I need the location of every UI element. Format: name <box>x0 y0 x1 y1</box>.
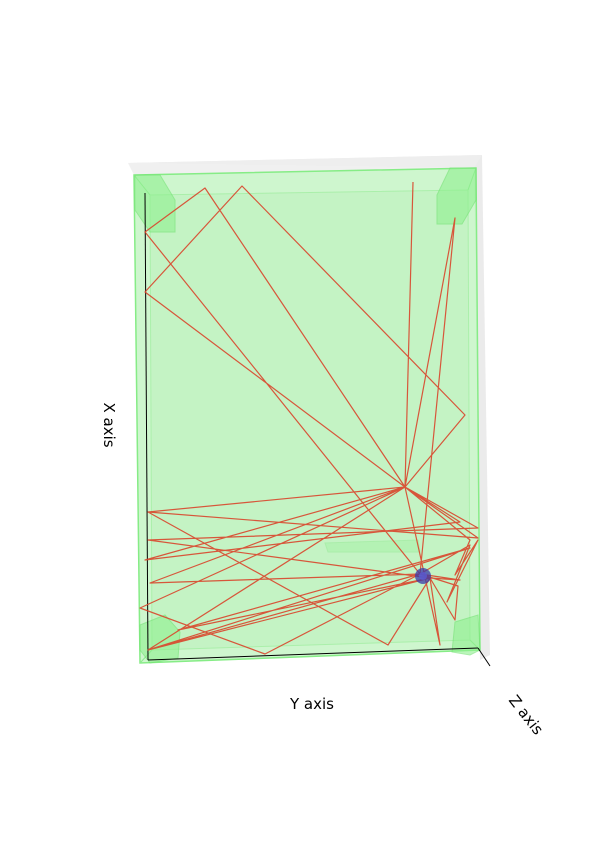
x-axis-label: X axis <box>100 402 118 447</box>
y-axis-line <box>147 647 479 661</box>
corner-block-top-right <box>436 167 477 225</box>
z-axis-line <box>477 647 491 667</box>
corner-block-bottom-right <box>451 614 481 656</box>
x-axis-line <box>144 192 149 661</box>
z-axis-label: Z axis <box>505 692 547 739</box>
corner-block-bottom-left <box>139 614 181 664</box>
axis-lines <box>144 192 491 667</box>
y-axis-label: Y axis <box>289 695 334 713</box>
corner-blocks <box>134 167 481 664</box>
end-effector-marker <box>415 568 431 584</box>
box-back-rim <box>128 155 490 660</box>
